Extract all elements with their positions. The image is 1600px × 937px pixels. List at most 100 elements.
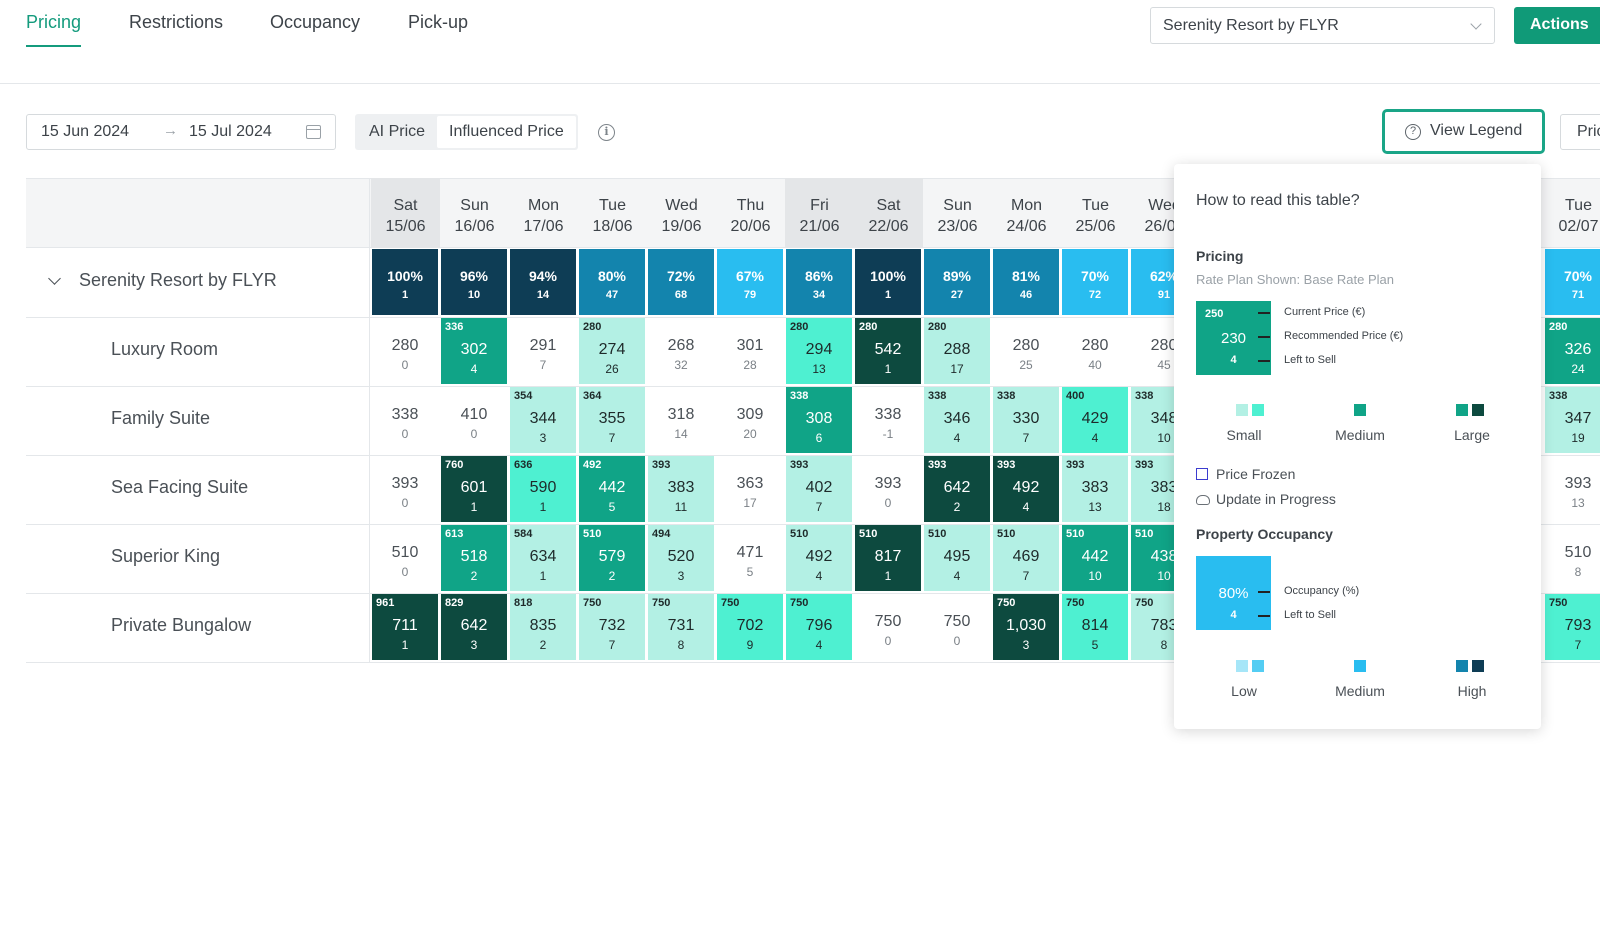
toggle-ai-price[interactable]: AI Price	[369, 123, 426, 140]
price-cell[interactable]: 268 32	[648, 318, 714, 384]
price-cell[interactable]: 750 814 5	[1062, 594, 1128, 660]
current-price: 393	[874, 475, 902, 492]
price-cell[interactable]: 291 7	[510, 318, 576, 384]
occupancy-cell[interactable]: 67% 79	[717, 249, 783, 315]
price-cell[interactable]: 280 0	[372, 318, 438, 384]
price-cell[interactable]: 750 1,030 3	[993, 594, 1059, 660]
date-start[interactable]: 15 Jun 2024	[41, 123, 130, 140]
recommended-price: 354	[514, 390, 533, 402]
occupancy-cell[interactable]: 70% 71	[1545, 249, 1600, 315]
price-cell[interactable]: 750 702 9	[717, 594, 783, 660]
left-to-sell: 40	[1088, 358, 1102, 372]
tab-pricing[interactable]: Pricing	[26, 12, 82, 47]
occupancy-value: 81%	[1011, 268, 1041, 284]
tab-occupancy[interactable]: Occupancy	[270, 12, 361, 32]
price-cell[interactable]: 280 274 26	[579, 318, 645, 384]
price-cell[interactable]: 492 442 5	[579, 456, 645, 522]
left-to-sell: 47	[605, 289, 619, 301]
price-cell[interactable]: 280 288 17	[924, 318, 990, 384]
price-cell[interactable]: 471 5	[717, 525, 783, 591]
occupancy-cell[interactable]: 96% 10	[441, 249, 507, 315]
info-icon[interactable]: i	[598, 124, 615, 141]
price-cell[interactable]: 750 0	[855, 594, 921, 660]
price-cell[interactable]: 309 20	[717, 387, 783, 453]
price-cell[interactable]: 510 469 7	[993, 525, 1059, 591]
price-cell[interactable]: 750 731 8	[648, 594, 714, 660]
price-cell[interactable]: 280 294 13	[786, 318, 852, 384]
occupancy-cell[interactable]: 100% 1	[855, 249, 921, 315]
price-cell[interactable]: 613 518 2	[441, 525, 507, 591]
price-cell[interactable]: 400 429 4	[1062, 387, 1128, 453]
price-cell[interactable]: 393 0	[372, 456, 438, 522]
price-cell[interactable]: 750 793 7	[1545, 594, 1600, 660]
price-cell[interactable]: 393 13	[1545, 456, 1600, 522]
occupancy-cell[interactable]: 86% 34	[786, 249, 852, 315]
tab-restrictions[interactable]: Restrictions	[129, 12, 224, 32]
actions-button[interactable]: Actions	[1514, 7, 1600, 44]
price-cell[interactable]: 510 442 10	[1062, 525, 1128, 591]
left-to-sell: 4	[953, 569, 961, 583]
price-cell[interactable]: 280 326 24	[1545, 318, 1600, 384]
price-button[interactable]: Pric	[1560, 114, 1600, 150]
calendar-icon[interactable]	[306, 125, 321, 139]
price-cell[interactable]: 338 -1	[855, 387, 921, 453]
price-cell[interactable]: 280 542 1	[855, 318, 921, 384]
price-cell[interactable]: 818 835 2	[510, 594, 576, 660]
price-cell[interactable]: 510 8	[1545, 525, 1600, 591]
date-range-picker[interactable]: 15 Jun 2024 → 15 Jul 2024	[26, 114, 336, 150]
price-cell[interactable]: 301 28	[717, 318, 783, 384]
price-cell[interactable]: 354 344 3	[510, 387, 576, 453]
price-cell[interactable]: 961 711 1	[372, 594, 438, 660]
current-price: 344	[529, 410, 557, 427]
price-cell[interactable]: 510 0	[372, 525, 438, 591]
price-cell[interactable]: 280 40	[1062, 318, 1128, 384]
left-to-sell: 4	[1091, 431, 1099, 445]
chevron-down-icon[interactable]	[48, 272, 61, 285]
price-cell[interactable]: 393 642 2	[924, 456, 990, 522]
property-select[interactable]: Serenity Resort by FLYR	[1150, 7, 1495, 44]
price-cell[interactable]: 510 492 4	[786, 525, 852, 591]
occupancy-cell[interactable]: 72% 68	[648, 249, 714, 315]
view-legend-button[interactable]: ? View Legend	[1382, 109, 1545, 154]
price-cell[interactable]: 584 634 1	[510, 525, 576, 591]
price-cell[interactable]: 393 383 11	[648, 456, 714, 522]
price-cell[interactable]: 393 492 4	[993, 456, 1059, 522]
current-price: 347	[1564, 410, 1592, 427]
tab-pick-up[interactable]: Pick-up	[408, 12, 469, 32]
price-cell[interactable]: 829 642 3	[441, 594, 507, 660]
price-cell[interactable]: 494 520 3	[648, 525, 714, 591]
price-cell[interactable]: 393 0	[855, 456, 921, 522]
price-cell[interactable]: 636 590 1	[510, 456, 576, 522]
price-cell[interactable]: 393 402 7	[786, 456, 852, 522]
occupancy-cell[interactable]: 94% 14	[510, 249, 576, 315]
date-end[interactable]: 15 Jul 2024	[189, 123, 272, 140]
price-cell[interactable]: 280 25	[993, 318, 1059, 384]
occupancy-cell[interactable]: 89% 27	[924, 249, 990, 315]
price-cell[interactable]: 750 796 4	[786, 594, 852, 660]
price-cell[interactable]: 338 308 6	[786, 387, 852, 453]
price-cell[interactable]: 363 17	[717, 456, 783, 522]
price-cell[interactable]: 336 302 4	[441, 318, 507, 384]
price-cell[interactable]: 750 732 7	[579, 594, 645, 660]
toggle-influenced-price[interactable]: Influenced Price	[437, 116, 576, 148]
current-price: 442	[1081, 548, 1109, 565]
price-cell[interactable]: 338 346 4	[924, 387, 990, 453]
current-price: 280	[391, 337, 419, 354]
price-cell[interactable]: 510 579 2	[579, 525, 645, 591]
price-cell[interactable]: 510 495 4	[924, 525, 990, 591]
occupancy-cell[interactable]: 70% 72	[1062, 249, 1128, 315]
price-cell[interactable]: 410 0	[441, 387, 507, 453]
occupancy-cell[interactable]: 81% 46	[993, 249, 1059, 315]
price-cell[interactable]: 338 330 7	[993, 387, 1059, 453]
occupancy-cell[interactable]: 80% 47	[579, 249, 645, 315]
price-cell[interactable]: 338 0	[372, 387, 438, 453]
price-cell[interactable]: 510 817 1	[855, 525, 921, 591]
price-cell[interactable]: 318 14	[648, 387, 714, 453]
price-cell[interactable]: 760 601 1	[441, 456, 507, 522]
occupancy-cell[interactable]: 100% 1	[372, 249, 438, 315]
price-cell[interactable]: 338 347 19	[1545, 387, 1600, 453]
property-row-label[interactable]: Serenity Resort by FLYR	[79, 270, 277, 290]
price-cell[interactable]: 364 355 7	[579, 387, 645, 453]
price-cell[interactable]: 750 0	[924, 594, 990, 660]
price-cell[interactable]: 393 383 13	[1062, 456, 1128, 522]
